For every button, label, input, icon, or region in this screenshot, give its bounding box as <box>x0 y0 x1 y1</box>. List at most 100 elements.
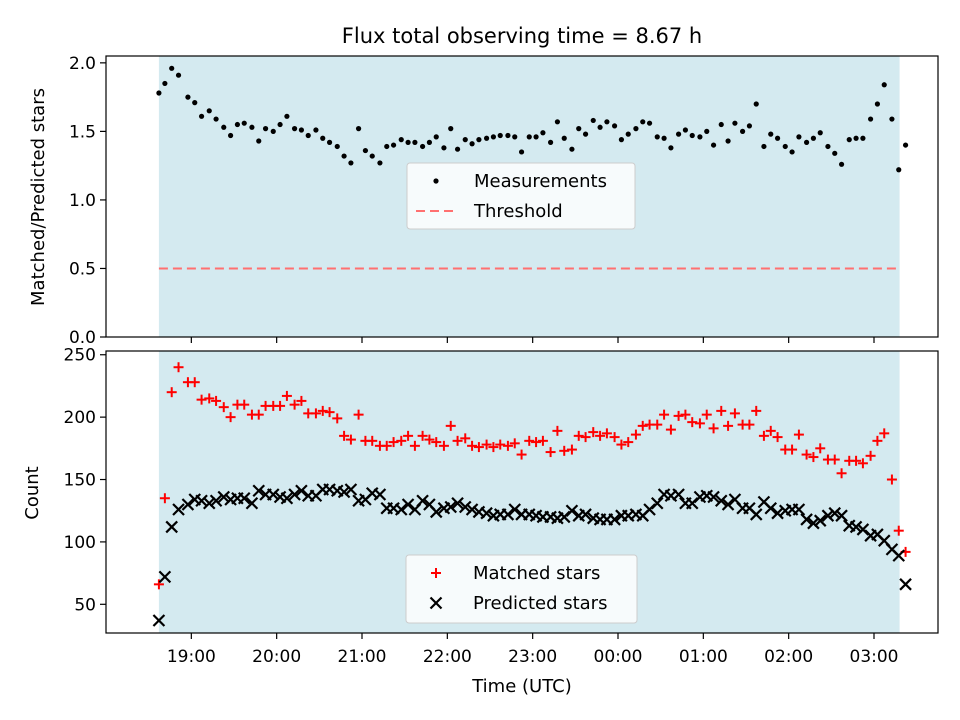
matched-star-point <box>673 410 684 421</box>
measurement-point <box>633 126 639 132</box>
matched-star-point <box>196 394 207 405</box>
predicted-stars-legend-marker <box>429 596 443 610</box>
measurement-point <box>426 139 433 145</box>
matched-star-point <box>339 430 350 441</box>
predicted-star-point <box>152 614 166 627</box>
matched-star-point <box>652 419 663 430</box>
measurement-point <box>697 134 703 140</box>
measurement-point <box>270 128 276 134</box>
measurement-point <box>810 135 817 141</box>
matched-star-point <box>467 440 478 451</box>
matched-star-point <box>204 393 215 404</box>
matched-star-point <box>345 434 356 445</box>
matched-star-point <box>409 440 420 451</box>
x-tick-label: 23:00 <box>508 647 557 667</box>
measurement-point <box>390 142 397 148</box>
threshold-legend-label: Threshold <box>473 201 563 222</box>
x-tick-label: 00:00 <box>594 647 643 667</box>
measurement-point <box>533 134 539 140</box>
matched-stars-legend-glyph <box>431 568 441 578</box>
matched-star-point <box>445 420 456 431</box>
measurement-point <box>348 160 354 166</box>
matched-star-point <box>153 579 164 590</box>
measurement-point <box>448 126 454 132</box>
predicted-star-point <box>280 491 294 505</box>
matched-star-point <box>516 449 527 460</box>
matched-star-point <box>680 409 691 420</box>
measurement-point <box>796 134 802 140</box>
predicted-star-point <box>480 506 493 520</box>
matched-star-point <box>723 420 734 431</box>
measurement-point <box>398 137 404 143</box>
predicted-star-point <box>158 570 172 584</box>
matched-star-point <box>324 407 335 418</box>
measurement-point <box>298 127 305 133</box>
x-tick-label: 22:00 <box>423 647 472 667</box>
matched-star-point <box>744 419 755 430</box>
measurement-point <box>710 142 717 148</box>
measurement-point <box>241 120 247 126</box>
matched-star-point <box>173 362 184 373</box>
measurement-point <box>198 113 205 119</box>
matched-star-point <box>808 452 819 463</box>
measurement-points <box>156 65 909 173</box>
matched-star-point <box>396 435 407 446</box>
predicted-star-point <box>245 496 259 510</box>
matched-star-point <box>630 429 641 440</box>
measurement-point <box>156 90 162 96</box>
measurement-point <box>732 120 738 126</box>
matched-star-point <box>815 443 826 454</box>
measurement-point <box>192 100 198 106</box>
matched-star-point <box>694 418 705 429</box>
predicted-star-point <box>451 496 464 510</box>
predicted-star-point <box>195 494 208 508</box>
x-tick-label: 21:00 <box>338 647 387 667</box>
count-legend-box <box>405 554 638 624</box>
matched-star-point <box>765 425 776 436</box>
matched-star-point <box>851 455 862 466</box>
measurement-point <box>334 143 340 150</box>
measurement-point <box>569 146 575 152</box>
matched-star-point <box>296 395 307 406</box>
measurement-point <box>355 126 362 132</box>
ratio-axes-frame <box>105 55 939 338</box>
predicted-star-point <box>217 490 231 504</box>
predicted-star-point <box>444 500 458 514</box>
matched-star-point <box>601 428 612 439</box>
matched-star-point <box>403 430 414 441</box>
matched-star-point <box>211 395 222 406</box>
matched-star-point <box>701 409 712 420</box>
matched-star-point <box>829 454 840 465</box>
measurement-point <box>497 132 503 139</box>
measurement-point <box>561 135 567 141</box>
predicted-star-point <box>849 520 863 534</box>
predicted-star-point <box>252 484 266 498</box>
predicted-star-point <box>721 498 735 511</box>
matched-star-point <box>787 444 798 455</box>
ratio-y-tick-label: 1.0 <box>69 191 96 211</box>
predicted-star-point <box>821 509 835 522</box>
matched-star-point <box>588 427 599 438</box>
measurement-point <box>284 113 290 119</box>
predicted-star-point <box>672 488 685 501</box>
matched-star-point <box>772 432 783 443</box>
matched-star-point <box>310 408 321 419</box>
measurement-point <box>369 153 375 159</box>
measurement-point <box>554 119 561 125</box>
measurement-point <box>640 119 646 125</box>
measurement-point <box>526 134 532 140</box>
predicted-star-point <box>800 513 813 526</box>
measurement-point <box>326 139 333 145</box>
measurement-point <box>739 128 746 134</box>
ratio-y-tick-label: 0.5 <box>69 259 96 279</box>
matched-star-point <box>353 409 364 420</box>
measurement-point <box>185 94 191 100</box>
ratio-y-tick-label: 0.0 <box>69 328 96 348</box>
matched-star-point <box>159 493 170 504</box>
matched-star-point <box>637 420 648 431</box>
matched-star-point <box>253 409 264 420</box>
measurement-point <box>505 132 511 139</box>
measurement-point <box>654 134 660 140</box>
predicted-star-point <box>771 506 784 520</box>
